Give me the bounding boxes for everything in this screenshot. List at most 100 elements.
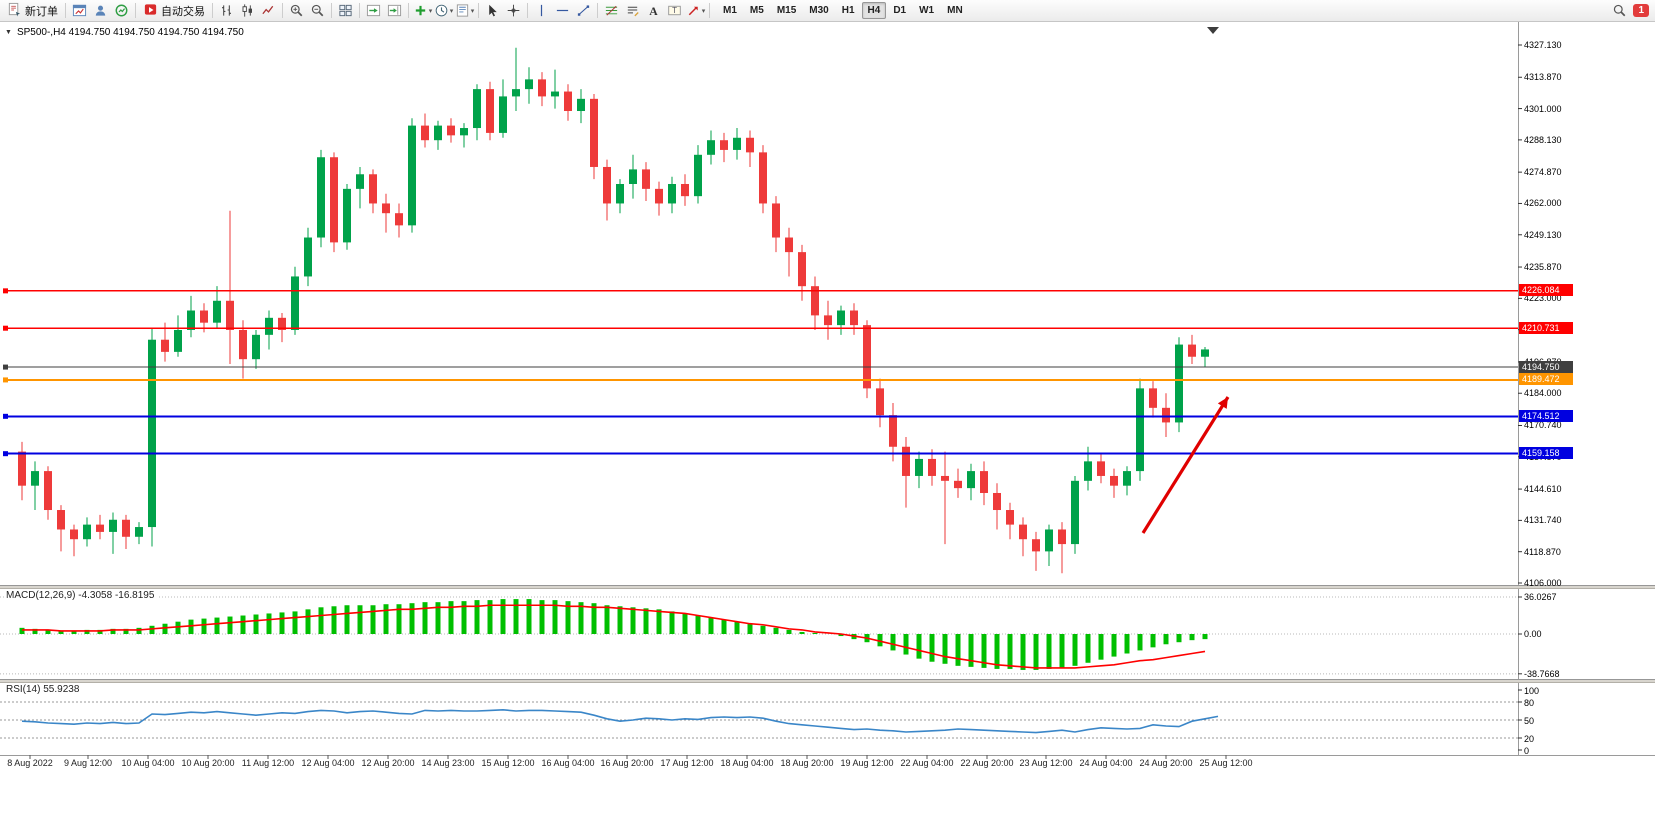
main-toolbar: 新订单 自动交易 ▾ ▾ ▾ A T ▾ M1 M5 M15 M30 H1 H4 D1 W1 MN 1 xyxy=(0,0,1655,22)
cursor-icon xyxy=(489,4,497,17)
fibonacci-button[interactable] xyxy=(601,1,622,21)
tile-windows-icon xyxy=(339,4,352,17)
trendline-icon xyxy=(577,5,590,16)
add-indicator-icon xyxy=(415,5,425,16)
search-icon xyxy=(1614,4,1626,17)
trendline-button[interactable] xyxy=(573,1,594,21)
timeframe-button-M15[interactable]: M15 xyxy=(776,5,797,16)
candlestick-chart-button[interactable] xyxy=(237,1,258,21)
new-order-icon xyxy=(7,2,22,20)
bar-chart-button[interactable] xyxy=(216,1,237,21)
timeframe-button-M30[interactable]: M30 xyxy=(809,5,829,16)
search-button[interactable] xyxy=(1609,1,1630,21)
profiles-icon xyxy=(95,5,106,16)
line-chart-button[interactable] xyxy=(258,1,279,21)
objects-list-icon xyxy=(627,6,639,17)
dropdown-caret-icon: ▾ xyxy=(428,7,433,15)
text-button[interactable]: A xyxy=(643,1,664,21)
rsi-line xyxy=(21,708,1219,734)
new-order-button[interactable]: 新订单 xyxy=(3,1,62,21)
timeframe-button-M1[interactable]: M1 xyxy=(723,5,737,16)
toolbar-separator xyxy=(135,3,136,18)
zoom-out-icon xyxy=(311,4,324,17)
timeframe-button-H4[interactable]: H4 xyxy=(861,2,887,19)
market-watch-icon xyxy=(115,4,128,17)
line-chart-icon xyxy=(262,5,274,15)
autotrading-label: 自动交易 xyxy=(161,5,205,18)
macd-indicator-label: MACD(12,26,9) -4.3058 -16.8195 xyxy=(6,590,158,601)
toolbar-separator xyxy=(709,3,710,18)
chart-shift-icon xyxy=(387,4,402,17)
timeframe-group: M1 M5 M15 M30 H1 H4 D1 W1 MN xyxy=(717,2,969,19)
candlestick-chart-icon xyxy=(242,4,252,17)
text-label-icon: T xyxy=(668,5,681,16)
horizontal-levels xyxy=(3,288,1518,457)
profiles-button[interactable] xyxy=(90,1,111,21)
timeframe-button-M5[interactable]: M5 xyxy=(749,5,764,16)
chart-shift-button[interactable] xyxy=(384,1,405,21)
autotrading-icon xyxy=(143,2,158,20)
timeframe-button-MN[interactable]: MN xyxy=(947,5,963,16)
periods-button[interactable]: ▾ xyxy=(433,1,454,21)
zoom-in-icon xyxy=(290,4,303,17)
panel-divider-rsi[interactable] xyxy=(0,679,1655,683)
notifications-badge[interactable]: 1 xyxy=(1633,4,1649,17)
toolbar-separator xyxy=(527,3,528,18)
periods-icon xyxy=(435,4,448,17)
crosshair-button[interactable] xyxy=(503,1,524,21)
auto-scroll-icon xyxy=(366,4,381,17)
autotrading-button[interactable]: 自动交易 xyxy=(139,1,209,21)
new-order-label: 新订单 xyxy=(25,5,58,18)
panel-divider-macd[interactable] xyxy=(0,585,1655,589)
arrows-icon xyxy=(688,6,698,16)
timeframe-button-D1[interactable]: D1 xyxy=(893,5,907,16)
toolbar-separator xyxy=(359,3,360,18)
rsi-indicator-label: RSI(14) 55.9238 xyxy=(6,684,83,695)
toolbar-separator xyxy=(282,3,283,18)
auto-scroll-button[interactable] xyxy=(363,1,384,21)
toolbar-separator xyxy=(597,3,598,18)
templates-icon xyxy=(456,4,468,17)
charts-window-button[interactable] xyxy=(69,1,90,21)
trend-arrow-line xyxy=(1141,396,1230,534)
objects-list-button[interactable] xyxy=(622,1,643,21)
horizontal-line-button[interactable] xyxy=(552,1,573,21)
ohlc-text: SP500-,H4 4194.750 4194.750 4194.750 419… xyxy=(16,27,244,38)
market-watch-button[interactable] xyxy=(111,1,132,21)
chart-ohlc-title: ▼ SP500-,H4 4194.750 4194.750 4194.750 4… xyxy=(5,27,248,38)
svg-text:A: A xyxy=(649,5,658,18)
zoom-out-button[interactable] xyxy=(307,1,328,21)
svg-text:T: T xyxy=(672,6,677,15)
dropdown-caret-icon: ▾ xyxy=(701,7,706,15)
bar-chart-icon xyxy=(222,5,231,16)
dropdown-caret-icon: ▾ xyxy=(470,7,475,15)
cursor-button[interactable] xyxy=(482,1,503,21)
vertical-line-icon xyxy=(540,4,543,17)
horizontal-line-icon xyxy=(556,9,569,12)
fibonacci-icon xyxy=(605,5,618,16)
text-label-button[interactable]: T xyxy=(664,1,685,21)
arrows-button[interactable]: ▾ xyxy=(685,1,706,21)
toolbar-separator xyxy=(408,3,409,18)
charts-window-icon xyxy=(72,4,87,17)
text-icon: A xyxy=(649,5,658,18)
toolbar-separator xyxy=(65,3,66,18)
zoom-in-button[interactable] xyxy=(286,1,307,21)
dropdown-caret-icon: ▾ xyxy=(449,7,454,15)
macd-signal-line xyxy=(22,604,1206,669)
candlestick-series xyxy=(18,47,1209,574)
vertical-line-button[interactable] xyxy=(531,1,552,21)
toolbar-separator xyxy=(212,3,213,18)
templates-button[interactable]: ▾ xyxy=(454,1,475,21)
tile-windows-button[interactable] xyxy=(335,1,356,21)
add-indicator-button[interactable]: ▾ xyxy=(412,1,433,21)
macd-histogram xyxy=(19,599,1208,670)
crosshair-icon xyxy=(507,4,520,17)
trend-arrow-head xyxy=(1217,397,1228,409)
toolbar-separator xyxy=(331,3,332,18)
symbol-triangle-icon: ▼ xyxy=(5,29,12,36)
timeframe-button-H1[interactable]: H1 xyxy=(841,5,855,16)
timeframe-button-W1[interactable]: W1 xyxy=(919,5,935,16)
